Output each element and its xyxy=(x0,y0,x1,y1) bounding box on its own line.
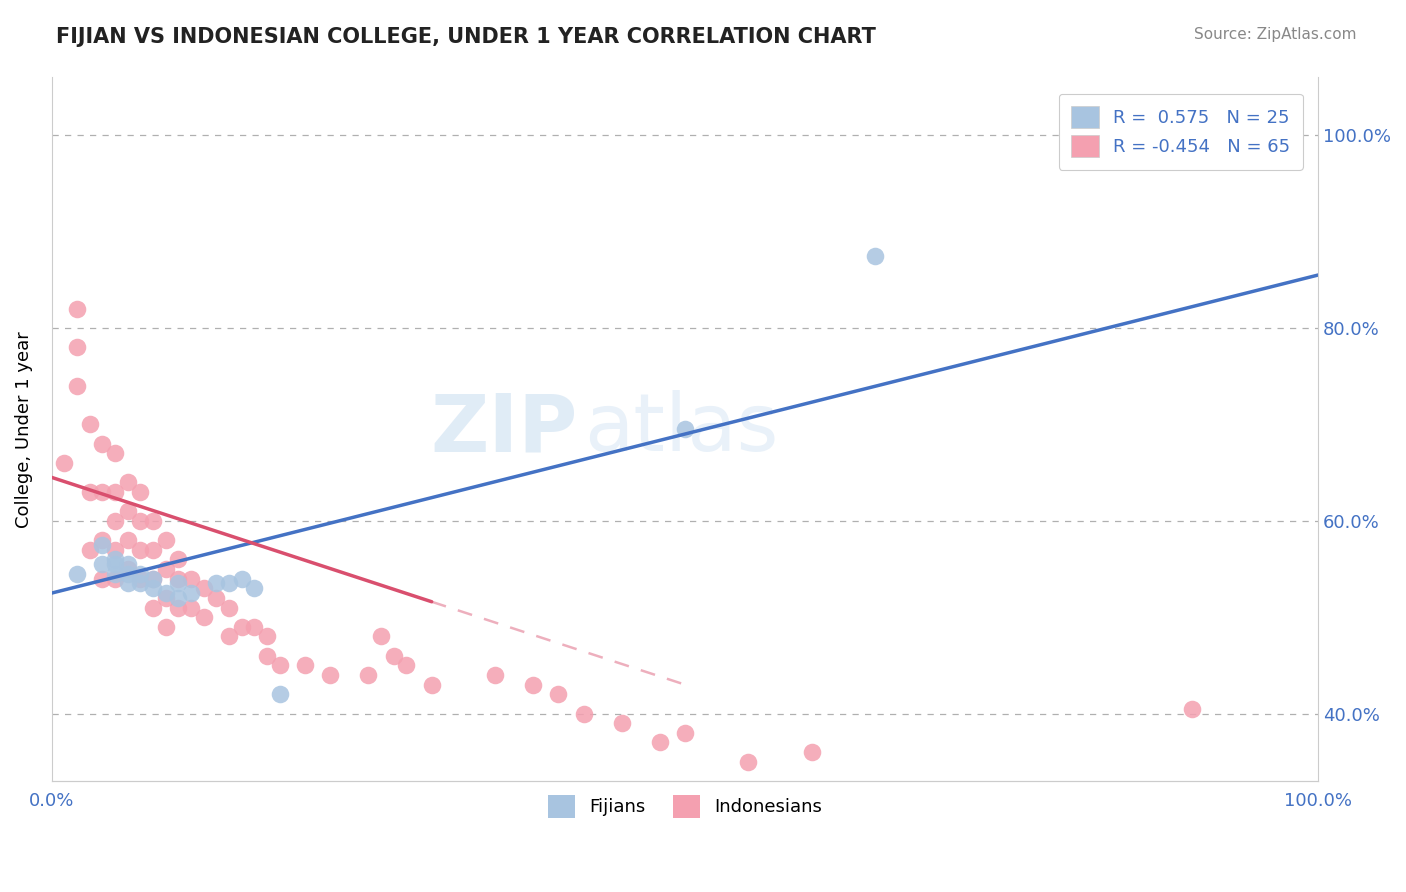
Point xyxy=(522,678,544,692)
Point xyxy=(243,620,266,634)
Point xyxy=(66,340,89,354)
Point xyxy=(395,658,418,673)
Point xyxy=(142,581,165,595)
Point xyxy=(155,562,177,576)
Point xyxy=(91,557,114,571)
Point xyxy=(167,600,190,615)
Point xyxy=(104,566,127,581)
Point xyxy=(91,436,114,450)
Point xyxy=(142,542,165,557)
Point xyxy=(53,456,76,470)
Point xyxy=(129,572,152,586)
Point xyxy=(117,576,139,591)
Point xyxy=(167,552,190,566)
Point xyxy=(269,687,291,701)
Point xyxy=(269,658,291,673)
Point xyxy=(129,514,152,528)
Point xyxy=(129,566,152,581)
Point xyxy=(91,538,114,552)
Legend: Fijians, Indonesians: Fijians, Indonesians xyxy=(540,789,830,825)
Point xyxy=(104,552,127,566)
Point xyxy=(104,557,127,571)
Point xyxy=(91,572,114,586)
Point xyxy=(218,576,240,591)
Point xyxy=(800,745,823,759)
Point xyxy=(66,379,89,393)
Point xyxy=(319,668,342,682)
Point xyxy=(155,586,177,600)
Point xyxy=(256,629,278,643)
Point xyxy=(155,533,177,547)
Point xyxy=(218,629,240,643)
Point xyxy=(547,687,569,701)
Text: FIJIAN VS INDONESIAN COLLEGE, UNDER 1 YEAR CORRELATION CHART: FIJIAN VS INDONESIAN COLLEGE, UNDER 1 YE… xyxy=(56,27,876,46)
Point xyxy=(167,576,190,591)
Point xyxy=(117,533,139,547)
Point xyxy=(167,591,190,605)
Point xyxy=(382,648,405,663)
Point xyxy=(370,629,392,643)
Point xyxy=(737,755,759,769)
Y-axis label: College, Under 1 year: College, Under 1 year xyxy=(15,331,32,527)
Point xyxy=(117,562,139,576)
Point xyxy=(129,542,152,557)
Point xyxy=(193,581,215,595)
Point xyxy=(205,576,228,591)
Point xyxy=(673,422,696,436)
Point xyxy=(863,249,886,263)
Point xyxy=(91,533,114,547)
Point xyxy=(155,620,177,634)
Point xyxy=(180,572,202,586)
Point xyxy=(91,484,114,499)
Point xyxy=(104,484,127,499)
Point xyxy=(243,581,266,595)
Point xyxy=(256,648,278,663)
Point xyxy=(117,557,139,571)
Point xyxy=(205,591,228,605)
Text: Source: ZipAtlas.com: Source: ZipAtlas.com xyxy=(1194,27,1357,42)
Point xyxy=(180,586,202,600)
Point xyxy=(294,658,316,673)
Point xyxy=(142,514,165,528)
Text: atlas: atlas xyxy=(583,390,778,468)
Point xyxy=(129,484,152,499)
Point xyxy=(104,542,127,557)
Point xyxy=(231,572,253,586)
Point xyxy=(104,446,127,460)
Point xyxy=(142,600,165,615)
Point xyxy=(142,572,165,586)
Point xyxy=(117,475,139,490)
Point xyxy=(484,668,506,682)
Point xyxy=(79,484,101,499)
Point xyxy=(610,716,633,731)
Point xyxy=(572,706,595,721)
Point xyxy=(1180,702,1202,716)
Point xyxy=(79,417,101,432)
Point xyxy=(66,566,89,581)
Point xyxy=(648,735,671,749)
Point xyxy=(193,610,215,624)
Point xyxy=(129,576,152,591)
Point xyxy=(104,572,127,586)
Point xyxy=(66,301,89,316)
Point xyxy=(231,620,253,634)
Point xyxy=(142,572,165,586)
Point xyxy=(420,678,443,692)
Point xyxy=(218,600,240,615)
Point xyxy=(673,726,696,740)
Text: ZIP: ZIP xyxy=(430,390,578,468)
Point xyxy=(167,572,190,586)
Point xyxy=(117,504,139,518)
Point xyxy=(79,542,101,557)
Point xyxy=(155,591,177,605)
Point xyxy=(357,668,380,682)
Point xyxy=(180,600,202,615)
Point xyxy=(117,566,139,581)
Point xyxy=(104,514,127,528)
